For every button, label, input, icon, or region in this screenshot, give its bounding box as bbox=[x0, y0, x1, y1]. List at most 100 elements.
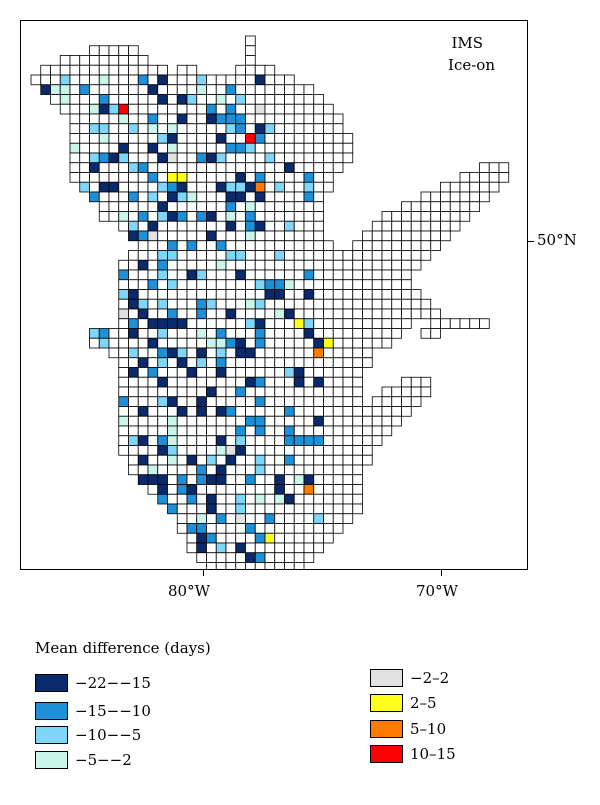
grid-cell bbox=[128, 64, 139, 76]
grid-cell bbox=[274, 484, 285, 495]
grid-cell bbox=[167, 230, 178, 242]
grid-cell bbox=[167, 152, 178, 164]
grid-cell bbox=[59, 74, 71, 86]
grid-cell bbox=[284, 337, 295, 349]
grid-cell bbox=[274, 191, 285, 203]
grid-cell bbox=[147, 240, 159, 251]
grid-cell bbox=[410, 201, 422, 212]
grid-cell bbox=[323, 240, 334, 251]
grid-cell bbox=[167, 454, 178, 466]
grid-cell bbox=[206, 415, 217, 427]
grid-cell bbox=[371, 308, 383, 320]
grid-cell bbox=[235, 396, 246, 407]
grid-cell bbox=[128, 211, 139, 222]
grid-cell bbox=[352, 386, 363, 398]
grid-cell bbox=[293, 552, 305, 563]
grid-cell bbox=[410, 298, 422, 310]
grid-cell bbox=[186, 542, 198, 554]
grid-cell bbox=[137, 367, 149, 378]
grid-cell bbox=[323, 172, 334, 183]
grid-cell bbox=[332, 259, 344, 271]
grid-cell bbox=[362, 298, 373, 310]
grid-cell bbox=[284, 269, 295, 281]
grid-cell bbox=[147, 386, 159, 398]
grid-cell bbox=[186, 425, 198, 437]
legend-label: −2–2 bbox=[410, 669, 450, 687]
grid-cell bbox=[274, 123, 285, 134]
grid-cell bbox=[225, 123, 237, 134]
grid-cell bbox=[274, 474, 285, 485]
legend-title: Mean difference (days) bbox=[35, 639, 211, 657]
grid-cell bbox=[323, 347, 334, 359]
grid-cell bbox=[225, 211, 237, 222]
grid-cell bbox=[342, 367, 354, 378]
grid-cell bbox=[323, 298, 334, 310]
grid-cell bbox=[167, 133, 178, 144]
grid-cell bbox=[235, 211, 246, 222]
grid-cell bbox=[293, 523, 305, 534]
grid-cell bbox=[284, 445, 295, 456]
grid-cell bbox=[176, 113, 188, 125]
grid-cell bbox=[254, 532, 266, 544]
grid-cell bbox=[196, 464, 207, 476]
grid-cell bbox=[303, 211, 315, 222]
grid-cell bbox=[293, 240, 305, 251]
grid-cell bbox=[157, 133, 168, 144]
grid-cell bbox=[157, 328, 168, 339]
grid-cell bbox=[206, 503, 217, 515]
grid-cell bbox=[303, 142, 315, 154]
grid-cell bbox=[284, 308, 295, 320]
grid-cell bbox=[128, 435, 139, 446]
grid-cell bbox=[342, 435, 354, 446]
grid-cell bbox=[391, 396, 402, 407]
grid-cell bbox=[235, 454, 246, 466]
grid-cell bbox=[274, 562, 285, 569]
legend-label: 10–15 bbox=[410, 745, 456, 763]
grid-cell bbox=[293, 152, 305, 164]
grid-cell bbox=[332, 454, 344, 466]
grid-cell bbox=[342, 376, 354, 388]
grid-cell bbox=[391, 279, 402, 290]
grid-cell bbox=[293, 181, 305, 193]
grid-cell bbox=[420, 308, 432, 320]
grid-cell bbox=[108, 113, 120, 125]
grid-cell bbox=[293, 337, 305, 349]
grid-cell bbox=[371, 415, 383, 427]
grid-cell bbox=[196, 552, 207, 563]
grid-cell bbox=[118, 259, 129, 271]
grid-cell bbox=[371, 279, 383, 290]
grid-cell bbox=[440, 230, 451, 242]
grid-cell bbox=[303, 542, 315, 554]
grid-cell bbox=[391, 211, 402, 222]
grid-cell bbox=[274, 308, 285, 320]
grid-cell bbox=[274, 503, 285, 515]
grid-cell bbox=[264, 337, 276, 349]
grid-cell bbox=[186, 289, 198, 300]
grid-cell bbox=[167, 220, 178, 232]
grid-cell bbox=[323, 103, 334, 115]
grid-cell bbox=[274, 103, 285, 115]
grid-cell bbox=[157, 181, 168, 193]
grid-cell bbox=[342, 474, 354, 485]
grid-cell bbox=[342, 279, 354, 290]
grid-cell bbox=[225, 464, 237, 476]
grid-cell bbox=[264, 503, 276, 515]
grid-cell bbox=[225, 396, 237, 407]
grid-cell bbox=[206, 113, 217, 125]
legend-item: −5−−2 bbox=[35, 750, 132, 770]
longitude-label-70w: 70°W bbox=[416, 582, 459, 600]
grid-cell bbox=[186, 347, 198, 359]
grid-cell bbox=[225, 425, 237, 437]
grid-cell bbox=[274, 94, 285, 105]
grid-cell bbox=[118, 337, 129, 349]
grid-cell bbox=[147, 357, 159, 368]
grid-cell bbox=[79, 113, 90, 125]
grid-cell bbox=[235, 523, 246, 534]
grid-cell bbox=[284, 289, 295, 300]
legend-swatch bbox=[370, 669, 403, 687]
grid-cell bbox=[313, 328, 324, 339]
grid-cell bbox=[313, 337, 324, 349]
grid-cell bbox=[332, 337, 344, 349]
grid-cell bbox=[254, 337, 266, 349]
grid-cell bbox=[479, 162, 490, 173]
